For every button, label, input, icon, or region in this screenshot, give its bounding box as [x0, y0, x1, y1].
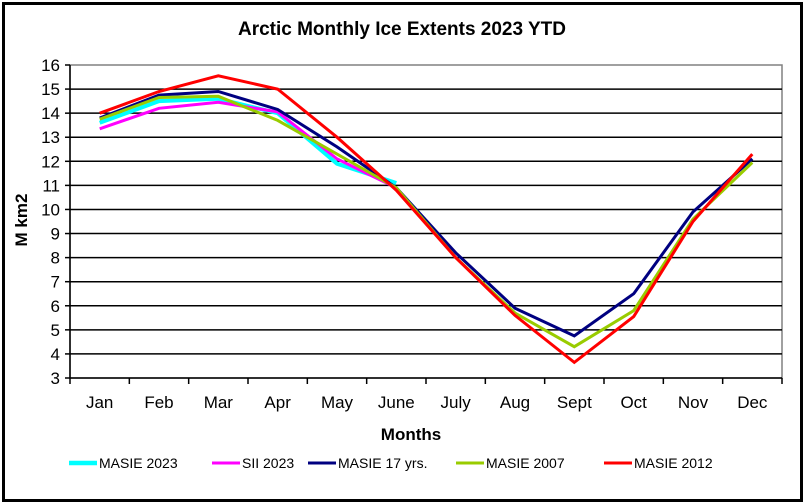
y-tick-label: 16 — [41, 56, 60, 75]
legend-item: MASIE 2007 — [456, 455, 565, 471]
y-tick-label: 6 — [51, 297, 60, 316]
y-tick-label: 13 — [41, 128, 60, 147]
y-tick-label: 12 — [41, 152, 60, 171]
legend-item: MASIE 2012 — [604, 455, 713, 471]
series-line-masie-17-yrs — [99, 89, 754, 338]
y-tick-label: 4 — [51, 345, 60, 364]
series-layer — [99, 74, 754, 365]
x-tick-label: June — [378, 393, 415, 412]
legend-item: SII 2023 — [212, 455, 294, 471]
series-line-masie-2012 — [99, 74, 754, 365]
x-tick-label: Sept — [557, 393, 592, 412]
legend-label: MASIE 2023 — [99, 455, 178, 471]
y-tick-label: 8 — [51, 249, 60, 268]
x-tick-label: Feb — [144, 393, 173, 412]
x-tick-label: May — [321, 393, 354, 412]
legend-item: MASIE 2023 — [69, 455, 178, 471]
y-tick-label: 10 — [41, 200, 60, 219]
legend-label: MASIE 2012 — [634, 455, 713, 471]
x-tick-label: Nov — [678, 393, 709, 412]
legend-item: MASIE 17 yrs. — [308, 455, 427, 471]
legend-label: MASIE 2007 — [486, 455, 565, 471]
x-tick-label: July — [441, 393, 472, 412]
legend-label: SII 2023 — [242, 455, 294, 471]
y-tick-label: 7 — [51, 273, 60, 292]
x-axis-title: Months — [381, 425, 441, 444]
y-tick-label: 3 — [51, 369, 60, 388]
chart-title: Arctic Monthly Ice Extents 2023 YTD — [238, 19, 566, 40]
x-tick-label: Dec — [737, 393, 768, 412]
y-tick-label: 9 — [51, 225, 60, 244]
y-tick-label: 14 — [41, 104, 60, 123]
x-tick-label: Apr — [264, 393, 291, 412]
legend-label: MASIE 17 yrs. — [338, 455, 427, 471]
legend: MASIE 2023 SII 2023 MASIE 17 yrs. MASIE 200… — [69, 455, 713, 471]
x-tick-label: Oct — [620, 393, 647, 412]
x-tick-label: Aug — [500, 393, 530, 412]
y-tick-label: 11 — [42, 176, 60, 195]
x-tick-label: Mar — [204, 393, 234, 412]
y-axis-title: M km2 — [12, 194, 31, 247]
y-tick-label: 5 — [51, 321, 60, 340]
x-tick-label: Jan — [86, 393, 113, 412]
axis-layer: 3 4 5 6 7 8 9 10 11 12 13 14 15 16 Jan Feb Mar Apr May June… — [41, 56, 783, 412]
y-tick-label: 15 — [41, 80, 60, 99]
